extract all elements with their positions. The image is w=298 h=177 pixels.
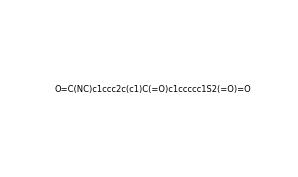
Text: O=C(NC)c1ccc2c(c1)C(=O)c1ccccc1S2(=O)=O: O=C(NC)c1ccc2c(c1)C(=O)c1ccccc1S2(=O)=O <box>54 85 251 94</box>
